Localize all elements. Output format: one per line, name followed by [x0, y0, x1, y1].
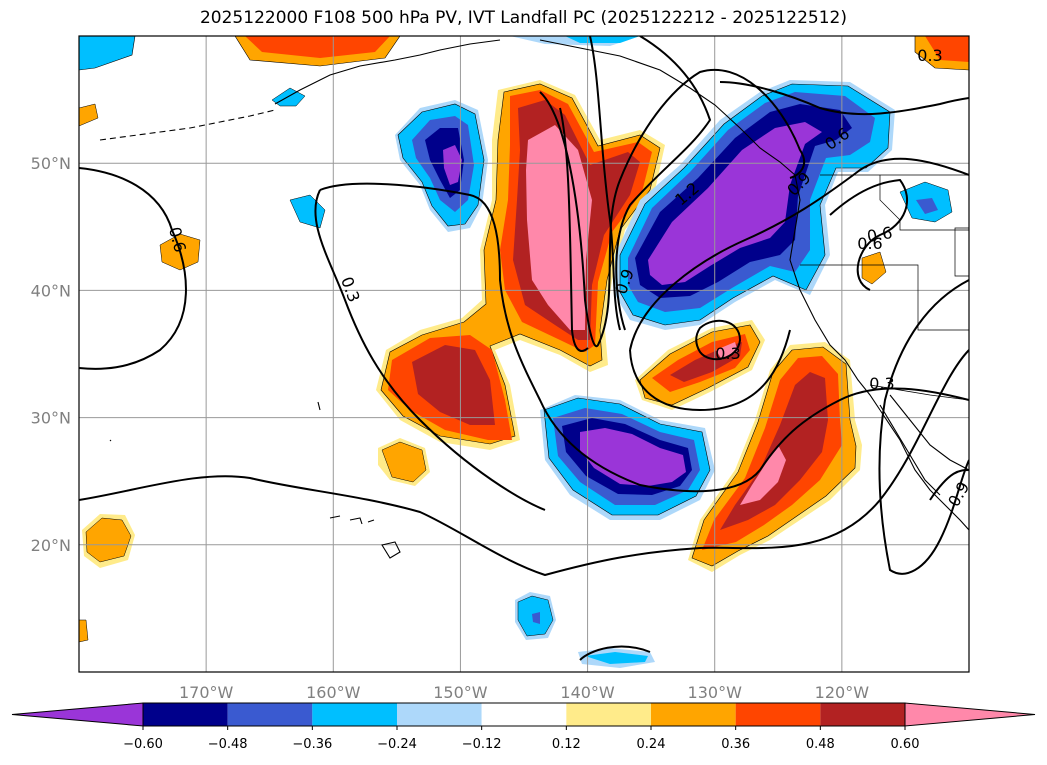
shade-positive [245, 36, 390, 58]
contour-line [829, 178, 909, 291]
contour-line [629, 157, 969, 351]
shade-positive [716, 342, 738, 360]
shade-positive [861, 251, 887, 285]
lon-tick-label: 160°W [306, 683, 361, 702]
contour-line [589, 36, 621, 331]
map-frame [78, 35, 970, 673]
contour-label: 0.6 [857, 234, 882, 253]
small-islands [109, 401, 321, 442]
colorbar-segment [735, 703, 821, 726]
gulf-of-california [889, 394, 969, 471]
state-border [954, 227, 969, 277]
colorbar-segment [312, 703, 397, 726]
colorbar-tick-label: 0.36 [721, 737, 750, 752]
contour-label: 0.3 [869, 374, 894, 393]
colorbar-extend-max [904, 702, 1036, 727]
shade-positive [526, 125, 592, 330]
contour-line [929, 469, 969, 501]
shade-positive [85, 517, 132, 563]
shade-positive [412, 345, 495, 425]
state-border [879, 175, 969, 231]
colorbar-segment [481, 703, 567, 726]
shade-negative [289, 194, 326, 229]
hawaiian-islands [329, 515, 401, 559]
aleutian-islands [99, 109, 276, 141]
colorbar-tick-label: −0.60 [123, 737, 163, 752]
colorbar-tick-label: −0.24 [377, 737, 417, 752]
colorbar-tick-label: −0.48 [208, 737, 248, 752]
ivt-contours [79, 36, 969, 661]
colorbar-segment [651, 703, 736, 726]
lon-tick-label: 150°W [433, 683, 488, 702]
colorbar-tick-label: 0.60 [891, 737, 920, 752]
coastlines [99, 39, 969, 559]
lat-tick-label: 40°N [31, 281, 71, 300]
latitude-tick-labels: 20°N 30°N 40°N 50°N [31, 154, 71, 555]
longitude-tick-labels: 170°W 160°W 150°W 140°W 130°W 120°W [179, 683, 869, 702]
lat-tick-label: 30°N [31, 409, 71, 428]
contour-line [719, 81, 969, 116]
shade-negative [532, 612, 540, 624]
colorbar-segment [143, 703, 228, 726]
colorbar-segment [227, 703, 313, 726]
contour-line [878, 279, 969, 575]
contour-line [579, 645, 651, 661]
colorbar: −0.60 −0.48 −0.36 −0.24 −0.12 0.12 0.24 0.36 0.4… [11, 702, 1036, 752]
shade-negative [79, 36, 136, 71]
colorbar-segment [397, 703, 482, 726]
map-title: 2025122000 F108 500 hPa PV, IVT Landfall… [199, 8, 847, 28]
shade-negative [580, 428, 686, 486]
state-border [800, 264, 969, 331]
colorbar-extend-min [11, 702, 144, 727]
colorbar-tick-label: −0.12 [462, 737, 502, 752]
colorbar-tick-label: 0.48 [806, 737, 835, 752]
gridlines [79, 36, 969, 672]
us-west-coast [789, 174, 881, 411]
shade-negative [443, 145, 462, 185]
contour-line [319, 182, 969, 493]
lon-tick-label: 170°W [179, 683, 234, 702]
shade-positive [79, 103, 99, 127]
colorbar-segment [566, 703, 651, 726]
contour-label: 0.6 [866, 223, 894, 246]
contour-line [539, 69, 806, 348]
colorbar-tick-label: 0.12 [552, 737, 581, 752]
lon-tick-label: 140°W [560, 683, 615, 702]
pacific-northwest-coast [539, 39, 796, 176]
colorbar-tick-label: 0.24 [637, 737, 666, 752]
shade-positive [740, 445, 786, 505]
us-mexico-border [869, 384, 969, 401]
shade-negative [585, 652, 648, 664]
contour-line [695, 319, 742, 361]
shade-negative [916, 198, 938, 214]
colorbar-segment [820, 703, 905, 726]
baja-peninsula [879, 404, 941, 496]
contour-label: 0.3 [715, 344, 740, 363]
shade-negative [565, 36, 640, 43]
mexico-coast [879, 409, 969, 531]
colorbar-tick-label: −0.36 [292, 737, 332, 752]
contour-label: 0.3 [917, 46, 942, 65]
contour-line [559, 107, 589, 352]
contour-line [615, 36, 712, 331]
alaska-coast [274, 39, 501, 105]
pv-shading [79, 36, 969, 668]
colorbar-outline [142, 702, 906, 727]
contour-line [629, 329, 791, 412]
lon-tick-label: 120°W [815, 683, 870, 702]
lat-tick-label: 50°N [31, 154, 71, 173]
shade-positive [925, 36, 969, 62]
lat-tick-label: 20°N [31, 536, 71, 555]
shade-positive [79, 619, 89, 643]
shade-positive [381, 441, 427, 483]
contour-line [314, 189, 546, 511]
contour-line [79, 167, 187, 370]
lon-tick-label: 130°W [688, 683, 743, 702]
